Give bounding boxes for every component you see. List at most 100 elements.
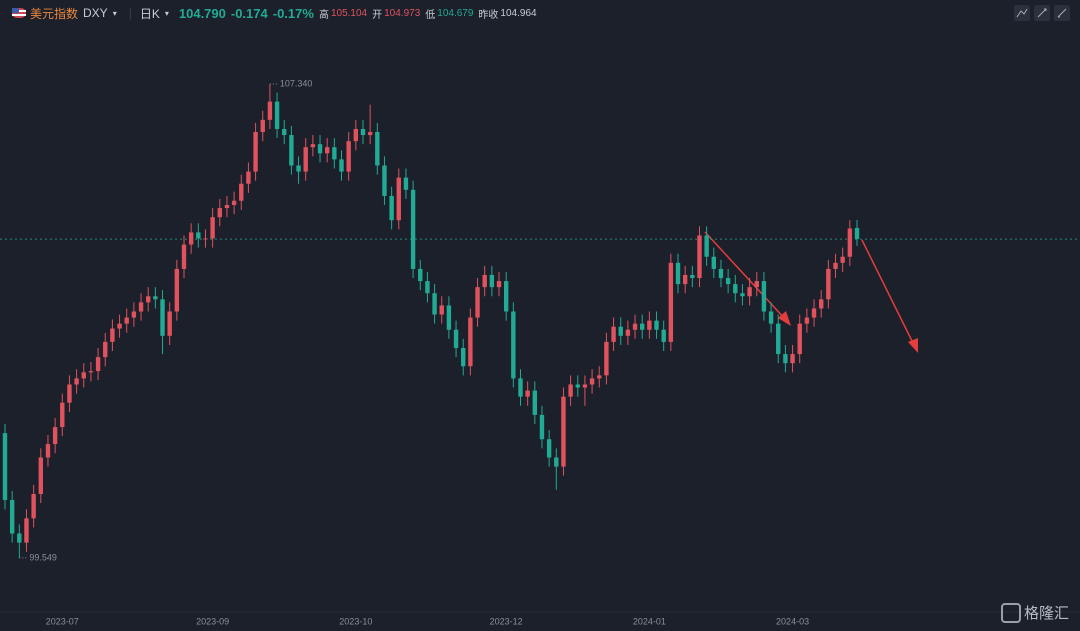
candle-body [733,284,738,294]
candle-body [432,293,437,315]
candle-body [618,326,623,336]
arrow [704,231,787,321]
candle-body [367,132,373,136]
candle-body [532,390,538,415]
candle-body [124,317,129,324]
last-price: 104.790 [178,5,226,21]
chart: 格隆汇 2023-07 2023-09 2023-10 2023-12 2024-01 2… [0,78,1080,626]
candle-body [45,444,51,458]
candle-body [188,232,194,245]
candle-body [396,177,401,221]
change-pct: -0.17% [272,5,314,21]
candle-body [804,317,810,324]
watermark-logo [1001,603,1021,623]
candle-body [360,128,366,136]
candle-body [38,457,43,494]
candle-body [582,384,588,388]
candle-body [138,302,144,312]
candle-body [754,281,759,288]
candle-body [267,101,273,120]
period[interactable]: 日K [139,6,160,21]
candle-body [833,262,838,269]
min-label: 99.549 [29,552,57,562]
dropdown-caret[interactable]: ▾ [112,8,117,18]
candle-body [554,457,559,467]
dropdown-caret[interactable]: ▾ [164,8,169,18]
tool-button[interactable] [1034,5,1050,21]
arrow-head [908,338,918,353]
candle-body [625,329,631,336]
candle-body [503,281,509,312]
tool-button[interactable] [1014,5,1030,21]
candle-body [439,305,444,315]
candle-body [2,433,8,501]
candle-body [518,378,523,397]
candle-body [382,165,387,196]
candle-body [797,323,802,355]
toolbar [1014,5,1070,21]
candle-body [819,299,824,309]
candle-body [274,101,280,129]
candle-body [854,227,860,240]
instrument-name[interactable]: 美元指数 [30,6,79,21]
candle-body [339,159,344,172]
candle-body [317,144,323,154]
candle-body [160,299,165,336]
candle-body [403,177,409,190]
x-tick-label: 2023-12 [490,616,523,626]
candle-body [210,217,215,239]
candle-body [589,378,595,385]
candle-body [496,281,502,288]
candle-body [482,274,487,288]
candle-body [668,262,674,342]
candle-body [303,147,308,172]
x-tick-label: 2024-03 [776,616,809,626]
candle-body [847,228,853,257]
candle-body [790,354,795,364]
candle-body [231,200,237,206]
watermark: 格隆汇 [1001,603,1069,623]
candle-body [95,357,101,372]
candle-body [525,390,530,397]
arrow [861,239,915,346]
candle-body [711,256,717,269]
candle-body [246,171,251,184]
candle-body [181,244,187,269]
annotation-arrows [704,231,918,353]
candle-body [60,402,65,428]
tool-button[interactable] [1054,5,1070,21]
candle-body [453,329,459,348]
candle-body [24,518,29,543]
candle-body [346,141,351,172]
candle-body [224,205,230,209]
symbol[interactable]: DXY [83,6,108,20]
x-tick-label: 2024-01 [633,616,666,626]
candle-body [568,384,573,397]
candle-body [597,375,602,379]
candle-body [468,317,473,367]
header: 美元指数 DXY ▾ | 日K ▾ 104.790 -0.174 -0.17% … [0,0,1080,26]
candle-body [324,147,330,154]
candle-body [661,329,666,342]
candle-body [461,347,466,367]
candle-body [410,189,416,269]
candle-body [332,147,337,160]
candle-body [718,268,724,279]
prev-label: 昨收 [478,9,499,21]
candle-body [174,268,180,312]
separator: | [128,6,132,20]
candle-body [88,371,94,373]
candle-body [110,328,115,342]
candle-body [282,128,287,136]
candle-body [153,296,158,300]
candle-body [632,323,638,330]
candle-body [783,354,788,364]
candle-body [9,500,15,534]
candle-body [239,183,244,201]
candle-body [690,274,695,279]
candle-body [747,287,752,297]
candle-body [611,326,616,342]
arrow-head [778,311,791,326]
x-tick-label: 2023-09 [196,616,229,626]
candle-body [761,281,767,312]
